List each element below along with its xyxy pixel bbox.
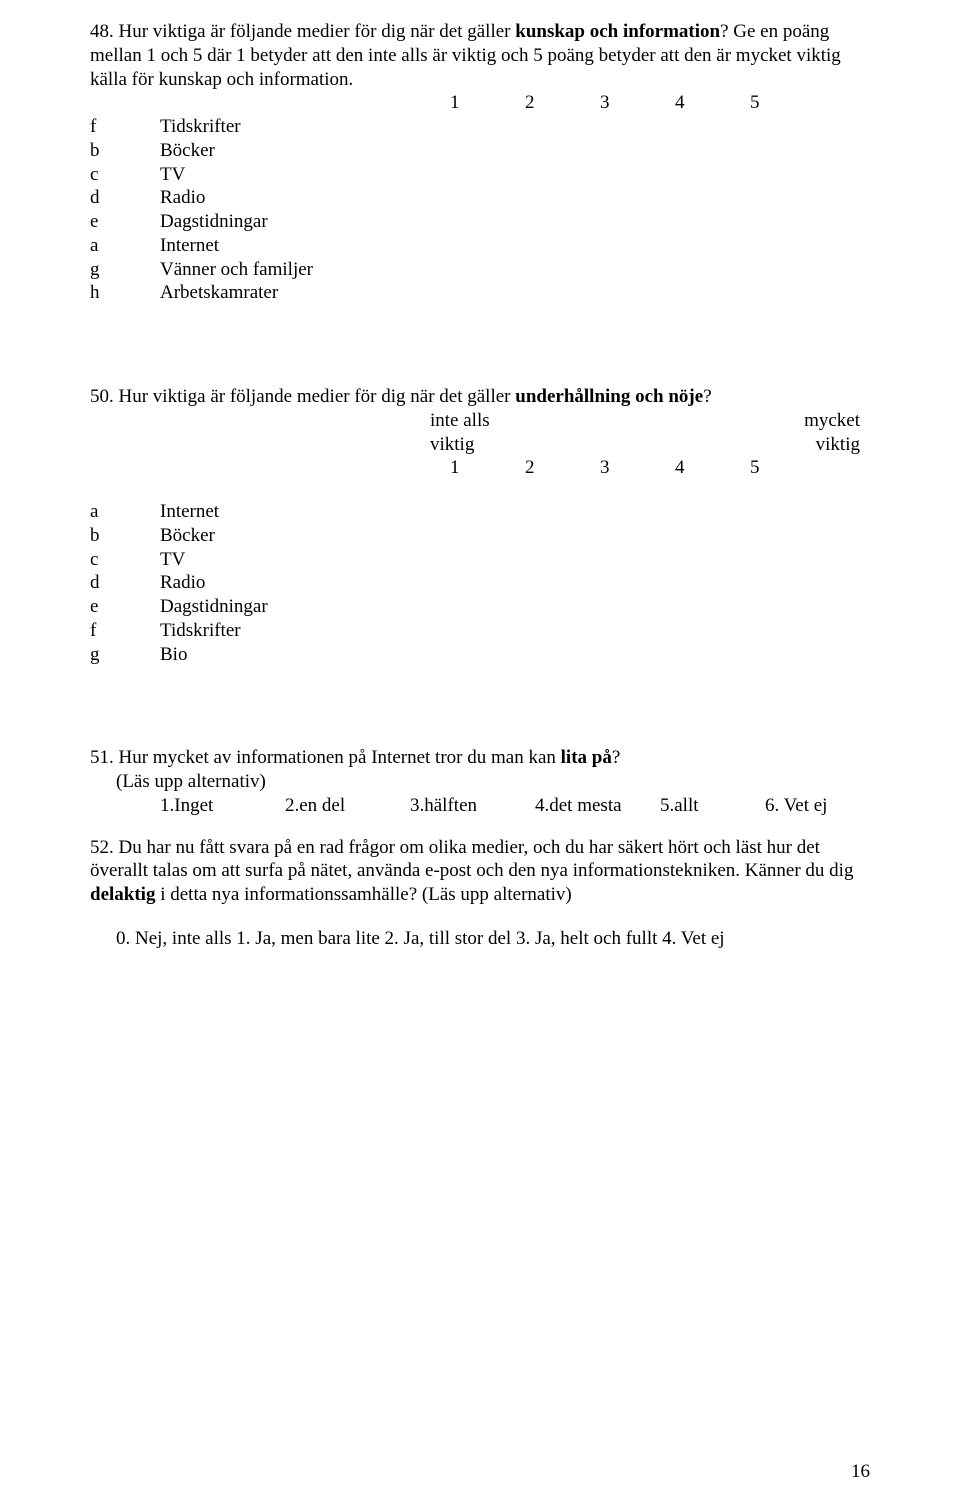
opt-letter: g: [90, 258, 160, 282]
option-row: dRadio: [90, 186, 870, 210]
q50-scale-labels-1: inte alls mycket: [90, 409, 870, 433]
opt-label: Arbetskamrater: [160, 281, 870, 305]
q48-intro-a: 48. Hur viktiga är följande medier för d…: [90, 21, 515, 42]
opt-letter: f: [90, 619, 160, 643]
option-row: bBöcker: [90, 139, 870, 163]
q50-intro: 50. Hur viktiga är följande medier för d…: [90, 385, 870, 409]
answer-option: 4.det mesta: [535, 794, 660, 818]
scale-left-label: inte alls: [430, 409, 660, 433]
page-number: 16: [851, 1461, 870, 1483]
answer-option: 2.en del: [285, 794, 410, 818]
q51-intro-b: ?: [612, 747, 620, 768]
opt-label: Tidskrifter: [160, 115, 870, 139]
scale-left-sub: viktig: [430, 433, 660, 457]
answer-option: 3.hälften: [410, 794, 535, 818]
q51-intro: 51. Hur mycket av informationen på Inter…: [90, 746, 870, 770]
option-row: cTV: [90, 163, 870, 187]
q52-text-a: 52. Du har nu fått svara på en rad frågo…: [90, 837, 853, 882]
q52-answers: 0. Nej, inte alls 1. Ja, men bara lite 2…: [90, 927, 870, 951]
scale-num: 4: [675, 91, 750, 115]
option-row: hArbetskamrater: [90, 281, 870, 305]
scale-num: 2: [525, 456, 600, 480]
q51-answers: 1.Inget 2.en del 3.hälften 4.det mesta 5…: [90, 794, 870, 818]
q48-intro: 48. Hur viktiga är följande medier för d…: [90, 20, 870, 91]
opt-label: Böcker: [160, 524, 870, 548]
opt-label: Böcker: [160, 139, 870, 163]
q52-text: 52. Du har nu fått svara på en rad frågo…: [90, 836, 870, 907]
opt-letter: d: [90, 571, 160, 595]
scale-right-sub: viktig: [660, 433, 870, 457]
opt-label: Tidskrifter: [160, 619, 870, 643]
answer-option: 5.allt: [660, 794, 765, 818]
q50-intro-a: 50. Hur viktiga är följande medier för d…: [90, 386, 515, 407]
scale-num: 5: [750, 91, 825, 115]
opt-letter: c: [90, 163, 160, 187]
scale-num: 3: [600, 456, 675, 480]
q50-intro-b: ?: [703, 386, 711, 407]
scale-right-label: mycket: [660, 409, 870, 433]
opt-label: Dagstidningar: [160, 595, 870, 619]
q48-scale-row: 1 2 3 4 5: [90, 91, 870, 115]
option-row: gBio: [90, 643, 870, 667]
option-row: cTV: [90, 548, 870, 572]
scale-num: 2: [525, 91, 600, 115]
answer-option: 6. Vet ej: [765, 794, 870, 818]
question-52: 52. Du har nu fått svara på en rad frågo…: [90, 836, 870, 951]
opt-letter: e: [90, 210, 160, 234]
q51-sub: (Läs upp alternativ): [90, 770, 870, 794]
scale-num: 3: [600, 91, 675, 115]
opt-label: Radio: [160, 571, 870, 595]
q50-options: aInternet bBöcker cTV dRadio eDagstidnin…: [90, 500, 870, 666]
opt-label: Radio: [160, 186, 870, 210]
q52-bold: delaktig: [90, 884, 155, 905]
opt-letter: c: [90, 548, 160, 572]
q52-text-b: i detta nya informationssamhälle? (Läs u…: [155, 884, 571, 905]
opt-label: Internet: [160, 234, 870, 258]
opt-letter: e: [90, 595, 160, 619]
opt-letter: g: [90, 643, 160, 667]
scale-num: 1: [450, 91, 525, 115]
q48-intro-bold: kunskap och information: [515, 21, 720, 42]
question-51: 51. Hur mycket av informationen på Inter…: [90, 746, 870, 817]
scale-num: 4: [675, 456, 750, 480]
option-row: aInternet: [90, 500, 870, 524]
opt-letter: d: [90, 186, 160, 210]
opt-letter: b: [90, 139, 160, 163]
option-row: fTidskrifter: [90, 619, 870, 643]
scale-num: 5: [750, 456, 825, 480]
q50-intro-bold: underhållning och nöje: [515, 386, 703, 407]
q50-scale-labels-2: viktig viktig: [90, 433, 870, 457]
question-50: 50. Hur viktiga är följande medier för d…: [90, 385, 870, 666]
opt-label: Vänner och familjer: [160, 258, 870, 282]
opt-letter: a: [90, 500, 160, 524]
option-row: bBöcker: [90, 524, 870, 548]
q51-intro-bold: lita på: [561, 747, 612, 768]
q51-intro-a: 51. Hur mycket av informationen på Inter…: [90, 747, 561, 768]
q48-options: fTidskrifter bBöcker cTV dRadio eDagstid…: [90, 115, 870, 305]
option-row: fTidskrifter: [90, 115, 870, 139]
opt-letter: h: [90, 281, 160, 305]
opt-label: TV: [160, 548, 870, 572]
opt-label: TV: [160, 163, 870, 187]
scale-num: 1: [450, 456, 525, 480]
option-row: dRadio: [90, 571, 870, 595]
option-row: eDagstidningar: [90, 595, 870, 619]
option-row: eDagstidningar: [90, 210, 870, 234]
option-row: gVänner och familjer: [90, 258, 870, 282]
answer-option: 1.Inget: [160, 794, 285, 818]
opt-label: Internet: [160, 500, 870, 524]
opt-letter: f: [90, 115, 160, 139]
question-48: 48. Hur viktiga är följande medier för d…: [90, 20, 870, 305]
opt-letter: a: [90, 234, 160, 258]
option-row: aInternet: [90, 234, 870, 258]
q50-scale-row: 1 2 3 4 5: [90, 456, 870, 480]
opt-letter: b: [90, 524, 160, 548]
opt-label: Bio: [160, 643, 870, 667]
opt-label: Dagstidningar: [160, 210, 870, 234]
